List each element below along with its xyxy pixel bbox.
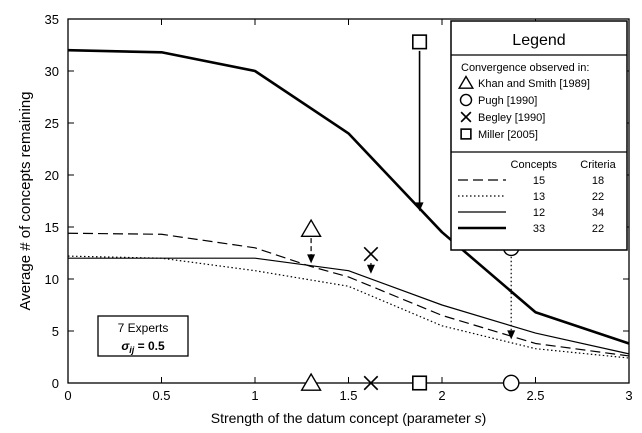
legend-criteria-value: 22 [592, 191, 604, 203]
legend-concepts-value: 15 [533, 175, 545, 187]
legend-criteria-value: 34 [592, 207, 604, 219]
legend-col-criteria: Criteria [580, 159, 616, 171]
convergence-arrowhead [307, 254, 316, 264]
annotation-frame [97, 315, 189, 357]
y-tick-label: 25 [45, 116, 59, 131]
series-line-33-concepts [67, 48, 630, 345]
x-tick-label: 2 [438, 388, 445, 403]
legend-entry-label: Miller [2005] [478, 129, 538, 141]
y-tick-label: 20 [45, 168, 59, 183]
legend-symbol-x [460, 111, 472, 123]
legend-title: Legend [512, 32, 565, 49]
convergence-markers [300, 34, 520, 392]
axis-marker-circle [502, 374, 520, 392]
legend-entry-label: Khan and Smith [1989] [478, 78, 590, 90]
convergence-marker-square [412, 34, 428, 50]
y-tick-label: 30 [45, 64, 59, 79]
annotation-box: 7 Experts σij = 0.5 [97, 315, 189, 357]
series-line-15-concepts [67, 232, 630, 357]
x-tick-label: 0.5 [152, 388, 170, 403]
y-tick-label: 35 [45, 12, 59, 27]
legend-entry-label: Pugh [1990] [478, 95, 537, 107]
y-tick-label: 5 [52, 324, 59, 339]
legend-criteria-value: 18 [592, 175, 604, 187]
x-axis-label-close: ) [482, 410, 487, 426]
y-axis-label: Average # of concepts remaining [17, 91, 34, 310]
sigma-subscript: ij [129, 345, 135, 355]
series-lines [67, 48, 630, 359]
legend-col-concepts: Concepts [511, 159, 558, 171]
legend-concepts-value: 33 [533, 223, 545, 235]
legend-subtitle: Convergence observed in: [461, 62, 589, 74]
convergence-arrowhead [507, 330, 516, 340]
y-tick-label: 10 [45, 272, 59, 287]
y-tick-label: 0 [52, 376, 59, 391]
convergence-arrowhead [415, 202, 424, 212]
x-axis-label: Strength of the datum concept (parameter… [211, 410, 486, 426]
annotation-experts: 7 Experts [118, 321, 169, 335]
legend-symbol-triangle [457, 75, 475, 89]
x-axis-label-text: Strength of the datum concept (parameter [211, 410, 475, 426]
x-tick-label: 1 [251, 388, 258, 403]
x-tick-label: 1.5 [339, 388, 357, 403]
x-tick-label: 3 [625, 388, 632, 403]
legend-concepts-value: 13 [533, 191, 545, 203]
series-line-12-concepts [68, 257, 630, 355]
x-axis-label-var: s [475, 410, 482, 426]
x-tick-label: 2.5 [526, 388, 544, 403]
convergence-marker-triangle [300, 218, 322, 237]
axis-marker-x [363, 375, 379, 391]
sigma-value: = 0.5 [134, 339, 165, 353]
axis-marker-triangle [300, 372, 322, 391]
x-tick-label: 0 [64, 388, 71, 403]
legend-symbol-circle [459, 93, 473, 107]
series-line-13-concepts [67, 255, 630, 359]
legend-entry-label: Begley [1990] [478, 112, 545, 124]
sigma-symbol: σ [121, 339, 130, 353]
legend-criteria-value: 22 [592, 223, 604, 235]
annotation-sigma: σij = 0.5 [121, 339, 165, 355]
legend-symbol-square [460, 128, 472, 140]
convergence-marker-x [363, 246, 379, 262]
y-tick-label: 15 [45, 220, 59, 235]
legend-concepts-value: 12 [533, 207, 545, 219]
convergence-arrowhead [366, 264, 375, 274]
legend: Legend Convergence observed in: Khan and S… [450, 20, 628, 251]
axis-marker-square [412, 375, 428, 391]
